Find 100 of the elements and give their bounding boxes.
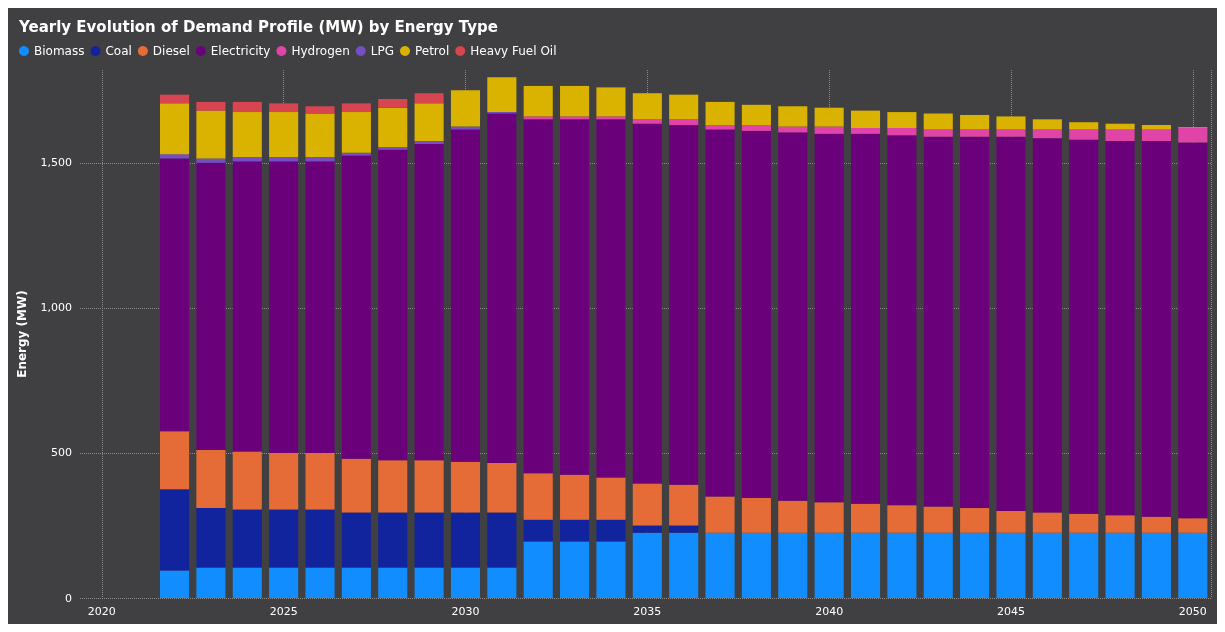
bar (632, 525, 662, 533)
bar (850, 503, 881, 533)
bar (523, 119, 553, 474)
bar (160, 489, 190, 571)
bar (269, 103, 299, 113)
bar (378, 567, 408, 598)
legend-label: Heavy Fuel Oil (470, 44, 557, 58)
legend-label: Diesel (152, 44, 190, 58)
bar (232, 567, 262, 598)
bar (160, 154, 190, 159)
bar (778, 132, 808, 501)
bar (487, 567, 517, 598)
bar (487, 113, 517, 464)
bar (1105, 515, 1135, 533)
bar (1178, 532, 1208, 598)
bar (887, 135, 917, 506)
bar (269, 157, 299, 162)
y-axis-title: Energy (MW) (15, 290, 29, 378)
bar (632, 532, 662, 598)
bar (196, 101, 226, 111)
bar (523, 541, 553, 598)
bar (196, 158, 226, 163)
bar (378, 107, 408, 147)
bar (850, 110, 881, 129)
bar (450, 512, 481, 568)
bar (305, 567, 335, 598)
bar (632, 93, 662, 120)
bar (232, 101, 262, 113)
bar (1032, 138, 1062, 513)
bar (450, 129, 481, 462)
legend-label: Coal (105, 44, 132, 58)
bar (1105, 129, 1135, 142)
bar (705, 129, 735, 497)
bar (196, 450, 226, 509)
bar (378, 149, 408, 461)
bar (850, 128, 881, 134)
bar (850, 532, 881, 598)
bar (814, 532, 844, 598)
bar (596, 519, 626, 542)
bar (596, 87, 626, 117)
bar (414, 567, 444, 598)
bar (996, 129, 1026, 137)
bar (560, 119, 590, 475)
bar (196, 110, 226, 159)
bar (1141, 129, 1171, 142)
bar (960, 508, 990, 533)
bar (1105, 532, 1135, 598)
y-tick-label: 1,000 (40, 301, 72, 315)
bar (1069, 129, 1099, 140)
bar (669, 94, 699, 120)
bar (741, 497, 771, 533)
bar (778, 106, 808, 127)
bar (341, 512, 371, 568)
bar (414, 460, 444, 513)
bar (996, 532, 1026, 598)
bar (232, 509, 262, 568)
bar (887, 128, 917, 136)
bar (341, 155, 371, 459)
bar (814, 502, 844, 533)
bar (378, 460, 408, 513)
bar (741, 130, 771, 498)
bar (160, 431, 190, 490)
bar (1032, 532, 1062, 598)
chart-title: Yearly Evolution of Demand Profile (MW) by Energy Type (18, 17, 498, 36)
bar (960, 532, 990, 598)
bar (1141, 141, 1171, 517)
bar (1141, 516, 1171, 533)
bar (487, 512, 517, 568)
bar (705, 496, 735, 533)
legend-label: Hydrogen (291, 44, 350, 58)
legend-label: Petrol (414, 44, 450, 58)
bar (232, 451, 262, 510)
x-tick-label: 2035 (633, 605, 662, 618)
bar (560, 474, 590, 520)
x-tick-label: 2050 (1178, 605, 1207, 618)
bar (560, 541, 590, 598)
bar (960, 129, 990, 137)
bar (305, 509, 335, 568)
bar (1105, 141, 1135, 516)
bar (1141, 125, 1171, 130)
bar (269, 452, 299, 510)
x-tick-label: 2045 (996, 605, 1025, 618)
bar (887, 505, 917, 533)
bar (560, 519, 590, 542)
x-tick-label: 2020 (87, 605, 116, 618)
bar (378, 99, 408, 108)
bar (923, 532, 953, 598)
bar (741, 125, 771, 131)
bar (487, 77, 517, 113)
bar (1032, 129, 1062, 139)
bar (960, 136, 990, 509)
bar (160, 158, 190, 432)
bar (814, 133, 844, 503)
bar (632, 483, 662, 526)
bar (414, 141, 444, 144)
bar (305, 157, 335, 162)
bar (160, 94, 190, 104)
bar (814, 126, 844, 134)
bar (341, 103, 371, 113)
legend-label: Electricity (210, 44, 271, 58)
